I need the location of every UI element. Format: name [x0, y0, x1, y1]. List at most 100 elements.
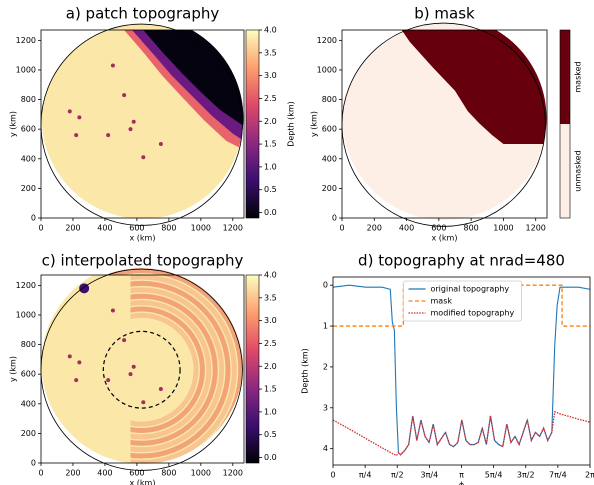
colorbar-tick-label: 1.5: [264, 140, 277, 149]
x-tick-label: 600: [431, 224, 446, 233]
y-tick-label: 600: [21, 125, 36, 134]
x-tick-label: 800: [463, 224, 478, 233]
series-line: [332, 411, 591, 457]
seamount: [131, 364, 136, 369]
colorbar: [245, 29, 260, 219]
x-tick-label: π/4: [359, 471, 372, 480]
x-tick-label: 5π/4: [485, 471, 503, 480]
seamount: [131, 119, 136, 124]
plot-frame: [40, 274, 245, 464]
colorbar-swatch: [560, 124, 570, 218]
y-axis-label: y (km): [9, 356, 18, 382]
x-tick-label: 400: [97, 469, 112, 478]
colorbar-tick-label: 2.5: [264, 339, 277, 348]
inner-cover: [41, 275, 131, 463]
x-tick-label: 0: [339, 224, 344, 233]
plot-frame: [341, 29, 548, 219]
x-axis-label: x (km): [130, 479, 156, 485]
x-tick-label: 400: [399, 224, 414, 233]
x-tick-label: 1000: [493, 224, 513, 233]
seamount: [128, 127, 133, 132]
colorbar-tick-label: 3.5: [264, 293, 277, 302]
panel-title: a) patch topography: [66, 5, 220, 23]
y-tick-label: 0: [31, 459, 36, 468]
legend-box: [403, 280, 522, 322]
y-tick-label: 4: [323, 444, 328, 453]
panel-title: c) interpolated topography: [42, 252, 244, 270]
colorbar-tick-label: 3.5: [264, 48, 277, 57]
colorbar-tick-label: 1.0: [264, 407, 277, 416]
y-tick-label: 1200: [16, 281, 36, 290]
seamount: [106, 133, 111, 138]
seamount: [74, 378, 79, 383]
colorbar-tick-label: 0.0: [264, 208, 277, 217]
deep-region: [143, 30, 244, 127]
seamount: [141, 400, 146, 405]
y-tick-label: 1000: [16, 65, 36, 74]
y-tick-label: 400: [322, 154, 337, 163]
seamount: [128, 372, 133, 377]
x-tick-label: 1200: [223, 469, 243, 478]
panel-title: b) mask: [414, 5, 475, 23]
seamount: [77, 360, 82, 365]
y-axis-label: y (km): [9, 111, 18, 137]
x-tick-label: 1200: [526, 224, 546, 233]
colorbar-frame: [559, 29, 571, 219]
y-tick-label: 0: [323, 281, 328, 290]
colorbar-tick-label: 2.0: [264, 362, 277, 371]
x-tick-label: 800: [161, 224, 176, 233]
seamount: [77, 115, 82, 120]
seamount: [158, 386, 163, 391]
colorbar-tick-label: 3.0: [264, 71, 277, 80]
colorbar-category: unmasked: [574, 150, 583, 191]
seamount: [158, 141, 163, 146]
seamount: [106, 378, 111, 383]
x-tick-label: 1000: [191, 224, 211, 233]
colorbar-swatch: [560, 30, 570, 124]
colorbar: [245, 274, 260, 464]
image: [41, 268, 244, 464]
y-tick-label: 200: [21, 184, 36, 193]
x-tick-label: 800: [161, 469, 176, 478]
x-tick-label: 400: [97, 224, 112, 233]
x-tick-label: 0: [38, 224, 43, 233]
colorbar-tick-label: 4.0: [264, 26, 277, 35]
plot-frame: [332, 276, 591, 466]
x-tick-label: 200: [65, 224, 80, 233]
x-tick-label: 200: [367, 224, 382, 233]
x-tick-label: π/2: [391, 471, 404, 480]
colorbar-tick-label: 0.0: [264, 453, 277, 462]
x-tick-label: 3π/4: [421, 471, 439, 480]
x-tick-label: 200: [65, 469, 80, 478]
x-tick-label: 3π/2: [517, 471, 535, 480]
y-tick-label: 1000: [16, 310, 36, 319]
y-tick-label: 200: [21, 429, 36, 438]
y-tick-label: 2: [323, 362, 328, 371]
x-tick-label: 0: [38, 469, 43, 478]
plot-frame: [40, 29, 245, 219]
x-axis-label: ϕ: [459, 481, 464, 485]
x-axis-label: x (km): [432, 234, 458, 243]
x-tick-label: 600: [129, 224, 144, 233]
y-tick-label: 400: [21, 154, 36, 163]
y-tick-label: 1: [323, 322, 328, 331]
y-tick-label: 0: [332, 214, 337, 223]
x-tick-label: 600: [129, 469, 144, 478]
y-tick-label: 400: [21, 399, 36, 408]
y-tick-label: 800: [21, 95, 36, 104]
y-tick-label: 200: [322, 184, 337, 193]
colorbar-tick-label: 2.0: [264, 117, 277, 126]
colorbar-tick-label: 0.5: [264, 185, 277, 194]
y-tick-label: 0: [31, 214, 36, 223]
y-axis-label: Depth (km): [301, 348, 310, 394]
colorbar-tick-label: 1.0: [264, 162, 277, 171]
x-tick-label: 1000: [191, 469, 211, 478]
seamount: [122, 93, 127, 98]
legend-label: original topography: [431, 285, 510, 294]
y-axis-label: y (km): [310, 111, 319, 137]
interp-circle: [102, 330, 181, 409]
colorbar-category: masked: [574, 61, 583, 92]
colorbar-tick-label: 1.5: [264, 385, 277, 394]
colorbar-label: Depth (km): [287, 101, 296, 147]
